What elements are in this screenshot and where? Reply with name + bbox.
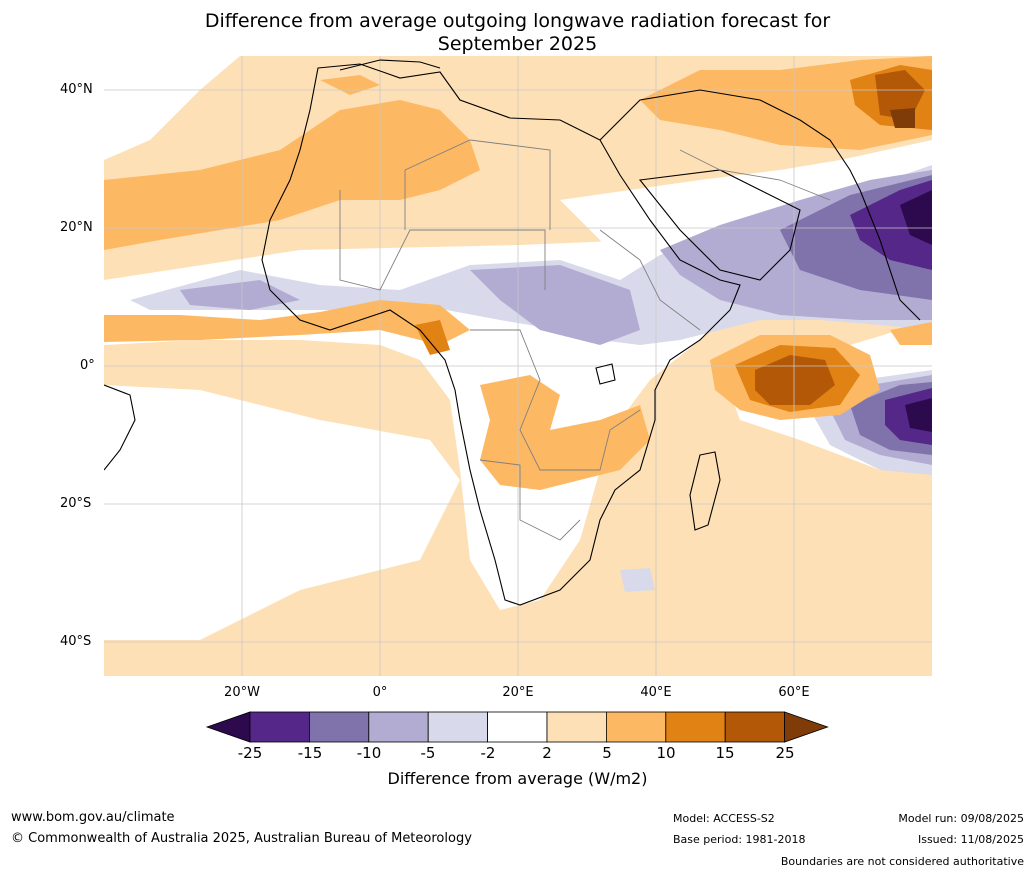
arabia-india-coastline [599, 89, 921, 321]
lon-label-20w: 20°W [224, 685, 260, 700]
colorbar-segment [249, 711, 310, 743]
lon-label-0: 0° [372, 685, 388, 700]
south-america-coast [104, 384, 136, 471]
colorbar-extend-low [205, 711, 251, 743]
copyright-text: © Commonwealth of Australia 2025, Austra… [11, 831, 472, 846]
lat-label-40n: 40°N [60, 82, 93, 97]
colorbar-tick: -2 [480, 744, 496, 762]
madagascar [689, 451, 721, 531]
arabian-peninsula [638, 169, 801, 281]
contour-orange-east-edge [890, 322, 932, 345]
lat-label-equator: 0° [80, 358, 95, 373]
contour-orange-gulf-guinea [104, 300, 470, 345]
europe-coastline [339, 59, 441, 71]
boundary-central-africa [470, 329, 641, 471]
title-line-1: Difference from average outgoing longwav… [204, 10, 831, 32]
colorbar-label: Difference from average (W/m2) [387, 769, 648, 788]
disclaimer-text: Boundaries are not considered authoritat… [780, 855, 1024, 868]
africa-coastline [261, 63, 741, 606]
colorbar-tick: -10 [356, 744, 382, 762]
colorbar-tick: 5 [602, 744, 612, 762]
colorbar-tick: 2 [542, 744, 552, 762]
issued-text: Issued: 11/08/2025 [917, 833, 1024, 846]
website-link[interactable]: www.bom.gov.au/climate [11, 810, 175, 825]
colorbar-tick: 15 [715, 744, 735, 762]
colorbar-segment [724, 711, 786, 743]
colorbar-tick: 25 [775, 744, 795, 762]
boundary-middle-east [679, 149, 831, 201]
boundary-horn [599, 229, 701, 331]
boundary-north-africa [404, 139, 551, 230]
model-run-text: Model run: 09/08/2025 [898, 812, 1024, 825]
colorbar-extend-high [784, 711, 829, 743]
coastlines [104, 59, 921, 606]
country-boundaries [339, 139, 831, 541]
colorbar-tick: 10 [656, 744, 676, 762]
boundary-southern-africa [479, 459, 581, 541]
model-text: Model: ACCESS-S2 [673, 812, 775, 825]
contour-orange-southern-africa [480, 375, 650, 490]
contour-brown-indian [755, 355, 835, 405]
colorbar-segment [309, 711, 370, 743]
contour-deep-orange-cameroon [415, 320, 450, 355]
boundary-sahel [339, 190, 546, 291]
colorbar-segment [546, 711, 607, 743]
colorbar-tick: -25 [237, 744, 263, 762]
contour-darkest-purple-ne [900, 190, 932, 245]
colorbar-segment [368, 711, 429, 743]
contour-neutral-nw [104, 56, 240, 160]
contour-neutral-atlantic [104, 385, 460, 640]
lon-label-40e: 40°E [640, 685, 672, 700]
forecast-map [104, 56, 932, 676]
lon-label-60e: 60°E [778, 685, 810, 700]
gridlines [104, 56, 932, 676]
lat-label-40s: 40°S [60, 634, 92, 649]
lake-victoria [595, 363, 616, 385]
base-period-text: Base period: 1981-2018 [673, 833, 806, 846]
colorbar-segment [487, 711, 548, 743]
colorbar-segment [427, 711, 488, 743]
contour-purple-central [470, 265, 640, 345]
lat-label-20s: 20°S [60, 496, 92, 511]
contour-darkest-purple-se [905, 398, 932, 432]
colorbar-segment [605, 711, 667, 743]
contour-purple-west [180, 280, 300, 310]
title-line-2: September 2025 [437, 33, 598, 55]
colorbar-tick: -15 [297, 744, 323, 762]
lat-label-20n: 20°N [60, 220, 93, 235]
colorbar-segment [665, 711, 726, 743]
colorbar-tick: -5 [420, 744, 436, 762]
contour-light-purple-patch [620, 568, 655, 592]
colorbar [205, 711, 829, 743]
lon-label-20e: 20°E [502, 685, 534, 700]
chart-title: Difference from average outgoing longwav… [0, 10, 1035, 56]
contour-darkest-brown-ne [890, 108, 915, 128]
contour-brown-ne [875, 70, 925, 120]
